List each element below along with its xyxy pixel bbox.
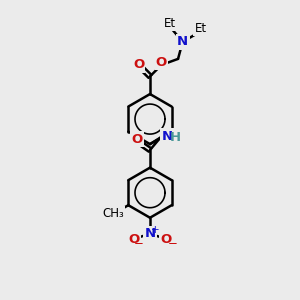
Text: −: − [167, 237, 177, 250]
Text: N: N [177, 35, 188, 48]
Text: −: − [134, 237, 144, 250]
Text: O: O [131, 133, 142, 146]
Text: Et: Et [195, 22, 207, 35]
Text: O: O [128, 233, 140, 246]
Text: Et: Et [164, 17, 176, 30]
Text: O: O [160, 233, 172, 246]
Text: N: N [144, 227, 156, 240]
Text: CH₃: CH₃ [102, 207, 124, 220]
Text: +: + [151, 225, 160, 235]
Text: N: N [161, 130, 172, 142]
Text: H: H [170, 130, 181, 143]
Text: O: O [156, 56, 167, 69]
Text: O: O [133, 58, 144, 71]
